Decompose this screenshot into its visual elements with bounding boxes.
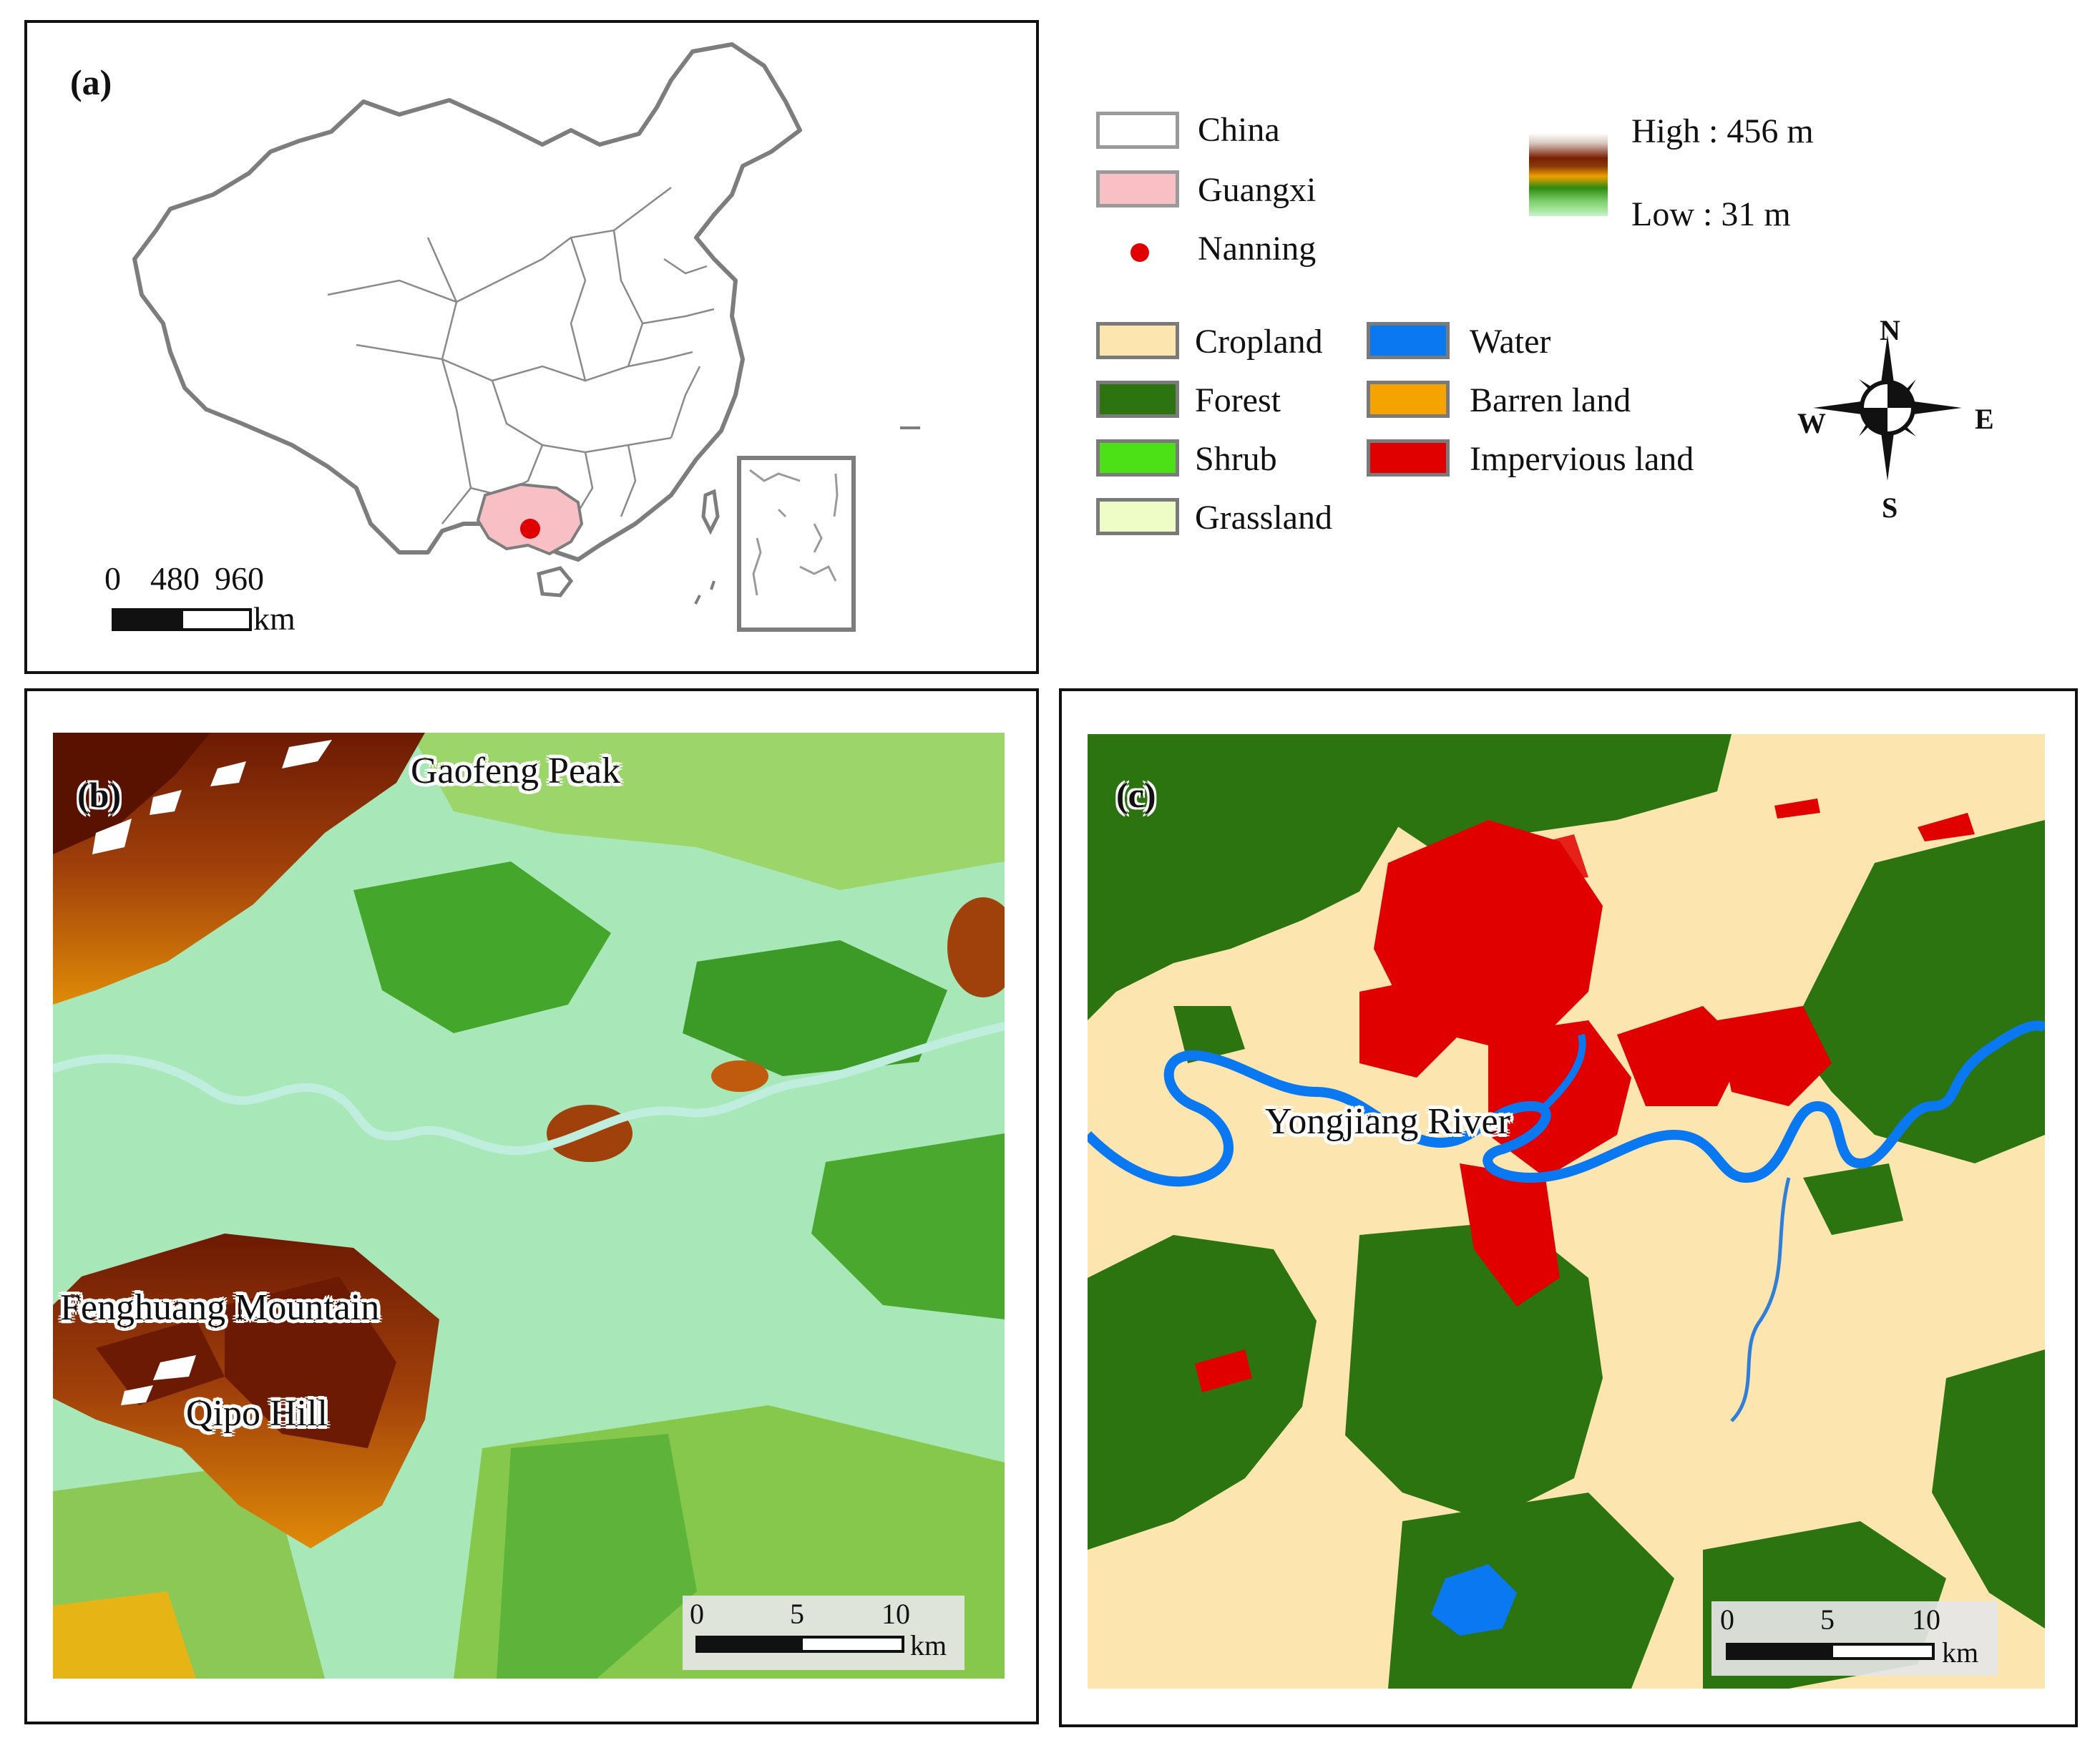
legend-label-nanning: Nanning [1198,230,1317,268]
scale-b-bar-black [695,1636,800,1653]
scale-c-tick-10: 10 [1912,1603,1940,1636]
china-outline-map [112,42,920,632]
legend: China Guangxi Nanning High : 456 m Low :… [1059,86,2089,572]
panel-a-label: (a) [70,62,112,102]
dem-river [53,1022,1005,1156]
impervious-patches [1195,799,1975,1392]
north-arrow-compass [1813,335,1962,481]
legend-swatch-impervious [1367,439,1450,477]
label-yongjiang-river: Yongjiang River [1265,1101,1510,1142]
panel-c-label: (c) [1116,775,1156,815]
legend-swatch-grassland [1096,498,1179,535]
scale-b-tick-10: 10 [881,1598,910,1630]
yongjiang-river [1088,1020,2045,1187]
taiwan-island [701,489,720,535]
label-fenghuang-mountain: Fenghuang Mountain [60,1287,380,1328]
china-boundary [132,42,802,562]
snow-patches [92,740,332,854]
legend-label-guangxi: Guangxi [1198,171,1317,209]
scale-a-tick-480: 480 [150,560,200,597]
panel-b-label: (b) [77,775,122,815]
elevation-color-ramp [1529,133,1608,216]
legend-label-barren: Barren land [1470,381,1631,419]
scale-b-bar-white [800,1636,904,1653]
province-boundaries [327,187,715,524]
legend-label-forest: Forest [1195,381,1281,419]
panel-a-china-overview: (a) [24,20,1039,674]
inset-details [749,469,839,596]
panel-b-scale-box: 0 5 10 km [683,1596,964,1670]
hainan-island [537,566,574,597]
legend-swatch-cropland [1096,322,1179,359]
legend-label-grassland: Grassland [1195,499,1332,537]
scale-c-tick-0: 0 [1720,1603,1734,1636]
scale-c-unit: km [1942,1636,1979,1669]
scale-c-bar-white [1830,1643,1935,1660]
nanning-point [520,519,540,539]
panel-a-scale-bar [112,608,252,631]
scale-c-tick-5: 5 [1820,1603,1835,1636]
reservoir [1431,1564,1517,1636]
forest-patches [1088,734,2045,1689]
legend-label-china: China [1198,111,1280,149]
legend-swatch-water [1367,322,1450,359]
legend-label-shrub: Shrub [1195,440,1277,478]
label-qipo-hill: Qipo Hill [186,1393,328,1434]
scale-b-unit: km [910,1629,947,1661]
landcover-map: Yongjiang River 0 5 10 km [1088,734,2045,1689]
panel-b-elevation: Gaofeng Peak Fenghuang Mountain Qipo Hil… [24,688,1039,1724]
legend-label-water: Water [1470,323,1551,361]
landcover-classes [1088,734,2045,1689]
legend-symbol-nanning [1130,243,1149,262]
legend-swatch-barren [1367,381,1450,418]
legend-label-impervious: Impervious land [1470,440,1694,478]
compass-w: W [1797,407,1826,439]
scale-b-tick-0: 0 [690,1598,704,1630]
panel-c-landcover: Yongjiang River 0 5 10 km (c) [1059,688,2078,1727]
scale-b-tick-5: 5 [790,1598,804,1630]
legend-label-cropland: Cropland [1195,323,1323,361]
legend-swatch-guangxi [1096,170,1179,207]
scale-a-tick-960: 960 [215,560,264,597]
compass-s: S [1882,492,1898,524]
compass-n: N [1880,314,1900,346]
compass-e: E [1975,403,1994,435]
legend-swatch-shrub [1096,439,1179,477]
elevation-low-label: Low : 31 m [1631,195,1791,233]
legend-swatch-china [1096,112,1179,149]
label-gaofeng-peak: Gaofeng Peak [411,751,621,791]
legend-swatch-forest [1096,381,1179,418]
island-dashes [694,426,920,605]
panel-c-scale-box: 0 5 10 km [1711,1601,1998,1676]
scale-a-tick-0: 0 [104,560,121,597]
scale-a-unit: km [253,600,296,637]
dem-terrain [53,733,1005,1679]
dem-map: Gaofeng Peak Fenghuang Mountain Qipo Hil… [53,733,1005,1679]
elevation-high-label: High : 456 m [1631,112,1814,150]
scale-c-bar-black [1726,1643,1830,1660]
